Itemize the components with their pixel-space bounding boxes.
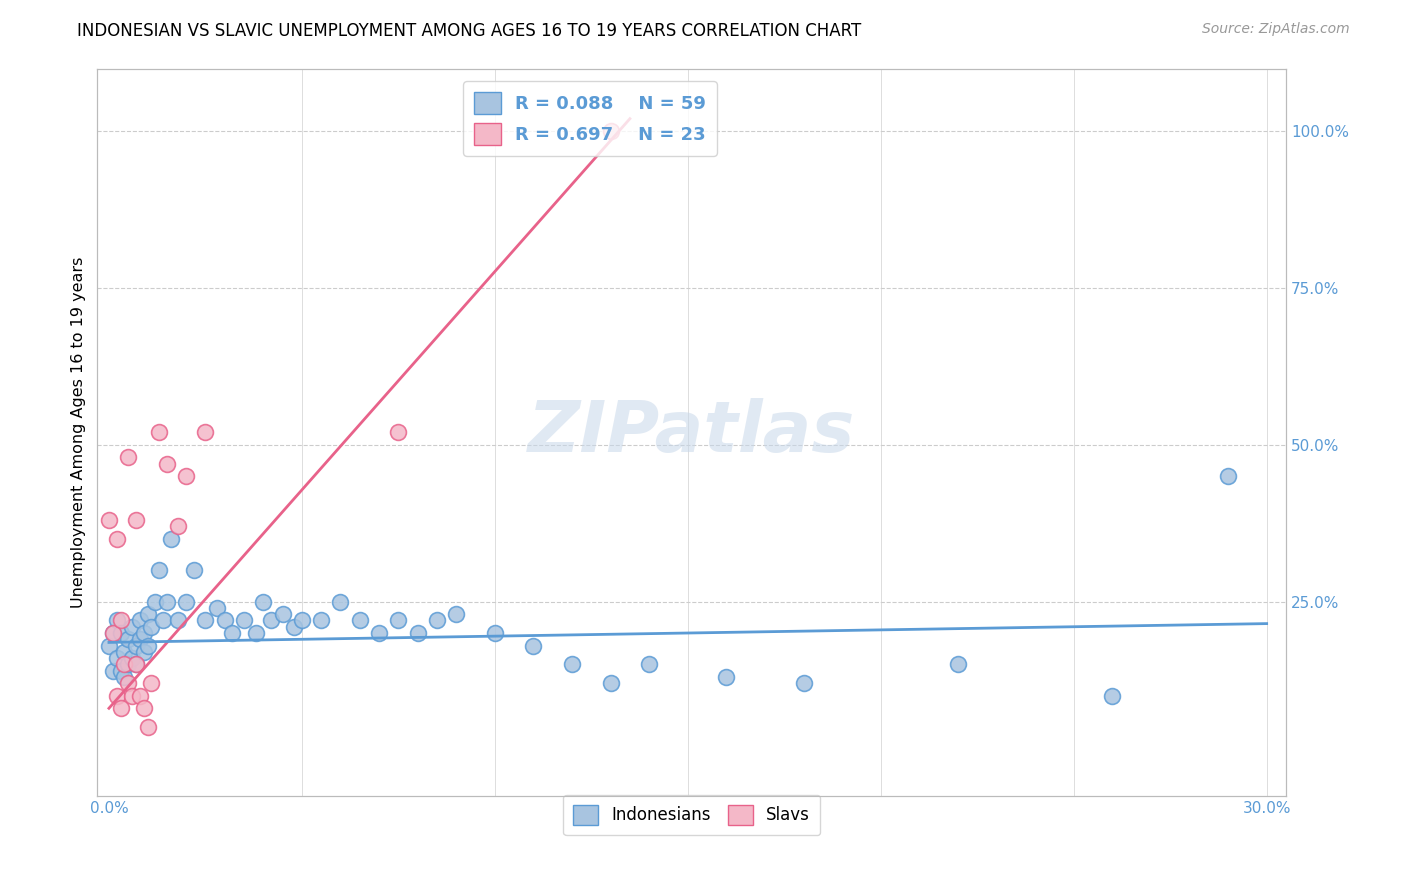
Point <box>159 532 181 546</box>
Text: INDONESIAN VS SLAVIC UNEMPLOYMENT AMONG AGES 16 TO 19 YEARS CORRELATION CHART: INDONESIAN VS SLAVIC UNEMPLOYMENT AMONG … <box>77 22 862 40</box>
Point <box>329 594 352 608</box>
Point <box>117 450 139 465</box>
Point <box>112 645 135 659</box>
Point <box>128 614 150 628</box>
Point <box>205 601 228 615</box>
Point <box>132 701 155 715</box>
Point <box>946 657 969 672</box>
Point <box>368 626 391 640</box>
Point <box>156 594 179 608</box>
Point <box>110 626 132 640</box>
Point <box>283 620 305 634</box>
Point <box>110 664 132 678</box>
Point <box>105 614 128 628</box>
Point <box>121 689 143 703</box>
Point <box>125 657 148 672</box>
Point <box>387 614 409 628</box>
Point <box>132 645 155 659</box>
Point <box>117 657 139 672</box>
Point <box>110 701 132 715</box>
Point <box>599 676 621 690</box>
Y-axis label: Unemployment Among Ages 16 to 19 years: Unemployment Among Ages 16 to 19 years <box>72 257 86 608</box>
Point <box>97 639 120 653</box>
Point <box>117 676 139 690</box>
Point <box>117 632 139 647</box>
Point <box>101 626 124 640</box>
Text: ZIPatlas: ZIPatlas <box>529 398 855 467</box>
Point <box>148 425 170 440</box>
Point <box>245 626 267 640</box>
Text: Source: ZipAtlas.com: Source: ZipAtlas.com <box>1202 22 1350 37</box>
Point <box>105 532 128 546</box>
Point <box>141 676 163 690</box>
Point <box>112 670 135 684</box>
Point <box>233 614 256 628</box>
Point <box>136 720 159 734</box>
Point <box>252 594 274 608</box>
Point <box>484 626 506 640</box>
Point <box>291 614 314 628</box>
Point <box>446 607 468 622</box>
Point <box>136 639 159 653</box>
Point <box>561 657 583 672</box>
Point <box>121 651 143 665</box>
Point <box>148 563 170 577</box>
Point <box>638 657 661 672</box>
Point <box>167 519 190 533</box>
Point <box>793 676 815 690</box>
Point <box>1216 469 1239 483</box>
Point <box>271 607 294 622</box>
Point <box>387 425 409 440</box>
Point <box>174 594 197 608</box>
Point <box>136 607 159 622</box>
Point <box>128 689 150 703</box>
Point <box>125 639 148 653</box>
Point <box>194 425 217 440</box>
Point <box>121 620 143 634</box>
Point <box>143 594 166 608</box>
Point <box>174 469 197 483</box>
Point <box>97 513 120 527</box>
Point <box>105 651 128 665</box>
Point <box>716 670 738 684</box>
Point <box>1101 689 1123 703</box>
Point <box>167 614 190 628</box>
Legend: Indonesians, Slavs: Indonesians, Slavs <box>564 795 820 835</box>
Point <box>214 614 236 628</box>
Point <box>101 626 124 640</box>
Point <box>260 614 283 628</box>
Point <box>426 614 449 628</box>
Point <box>110 614 132 628</box>
Point <box>599 124 621 138</box>
Point <box>112 657 135 672</box>
Point <box>125 657 148 672</box>
Point <box>125 513 148 527</box>
Point <box>128 632 150 647</box>
Point <box>183 563 205 577</box>
Point <box>141 620 163 634</box>
Point <box>221 626 243 640</box>
Point <box>101 664 124 678</box>
Point <box>309 614 332 628</box>
Point <box>406 626 429 640</box>
Point <box>132 626 155 640</box>
Point <box>349 614 371 628</box>
Point <box>522 639 544 653</box>
Point <box>156 457 179 471</box>
Point <box>194 614 217 628</box>
Point <box>105 689 128 703</box>
Point <box>152 614 174 628</box>
